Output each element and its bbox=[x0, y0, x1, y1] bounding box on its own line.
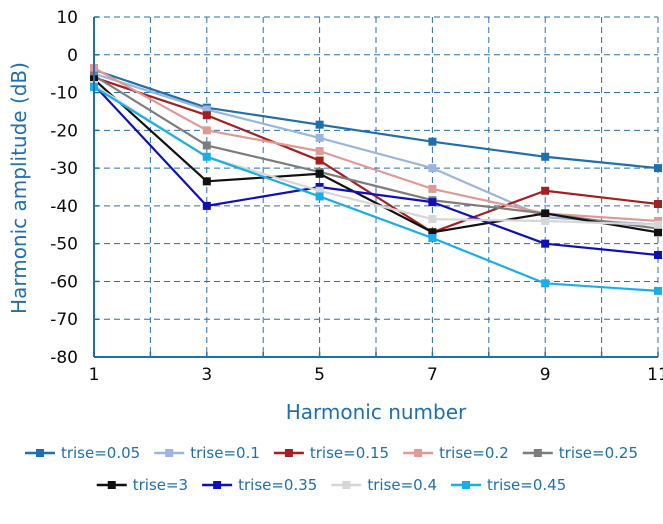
data-point bbox=[654, 164, 662, 173]
data-point bbox=[428, 137, 437, 146]
y-tick-label: -20 bbox=[50, 121, 78, 141]
legend-item-trise=0.2: trise=0.2 bbox=[403, 444, 509, 462]
data-point bbox=[428, 198, 437, 207]
data-point bbox=[428, 184, 437, 193]
x-tick-label: 3 bbox=[201, 365, 212, 385]
data-point bbox=[428, 228, 437, 237]
data-point bbox=[315, 120, 324, 129]
legend-marker bbox=[533, 449, 542, 457]
series-line bbox=[93, 67, 659, 223]
data-point bbox=[541, 279, 550, 288]
data-point bbox=[654, 251, 662, 259]
data-point bbox=[202, 201, 211, 210]
data-point bbox=[202, 111, 211, 120]
legend-item-trise=0.15: trise=0.15 bbox=[273, 444, 389, 462]
legend-label: trise=0.35 bbox=[238, 476, 317, 494]
data-point bbox=[428, 215, 437, 224]
data-point bbox=[541, 209, 550, 218]
x-axis-title: Harmonic number bbox=[286, 400, 467, 424]
data-point bbox=[654, 200, 662, 208]
legend-marker bbox=[165, 449, 174, 457]
series-layer bbox=[90, 64, 662, 295]
series-line bbox=[93, 76, 659, 234]
data-point bbox=[315, 169, 324, 178]
legend-item-trise=0.05: trise=0.05 bbox=[24, 444, 140, 462]
data-point bbox=[315, 147, 324, 156]
series-line bbox=[93, 68, 659, 170]
y-tick-label: -60 bbox=[50, 272, 78, 292]
data-point bbox=[654, 228, 662, 237]
data-point bbox=[541, 186, 550, 195]
legend-label: trise=0.25 bbox=[559, 444, 638, 462]
data-point bbox=[315, 133, 324, 142]
data-point bbox=[428, 164, 437, 173]
x-tick-label: 11 bbox=[647, 365, 663, 385]
x-tick-label: 9 bbox=[540, 365, 551, 385]
data-point bbox=[654, 220, 662, 229]
data-point bbox=[202, 105, 211, 114]
data-point bbox=[315, 186, 324, 195]
legend: trise=0.05 trise=0.1 trise=0.15 trise=0.2 tr… bbox=[24, 444, 638, 494]
y-tick-label: -70 bbox=[50, 310, 78, 330]
legend-marker bbox=[414, 449, 423, 457]
series-line bbox=[93, 72, 659, 226]
x-tick-label: 5 bbox=[314, 365, 325, 385]
legend-label: trise=0.45 bbox=[487, 476, 566, 494]
legend-label: trise=0.15 bbox=[310, 444, 389, 462]
data-point bbox=[202, 126, 211, 135]
data-point bbox=[202, 177, 211, 186]
legend-marker bbox=[462, 481, 471, 489]
legend-label: trise=0.4 bbox=[367, 476, 437, 494]
axes: 1 3 5 7 9 11 10 0 -10 -20 -30 -40 -50 -60 -70 -80 bbox=[50, 8, 663, 385]
legend-marker bbox=[213, 481, 222, 489]
legend-marker bbox=[107, 481, 116, 489]
y-tick-label: 10 bbox=[56, 8, 78, 28]
y-tick-label: -50 bbox=[50, 235, 78, 255]
legend-item-trise=0.4: trise=0.4 bbox=[331, 476, 437, 494]
legend-item-trise=0.45: trise=0.45 bbox=[451, 476, 566, 494]
series-line bbox=[93, 78, 659, 234]
x-tick-label: 7 bbox=[427, 365, 438, 385]
legend-marker bbox=[35, 449, 44, 457]
legend-marker bbox=[342, 481, 351, 489]
data-point bbox=[315, 192, 324, 201]
legend-label: trise=3 bbox=[133, 476, 188, 494]
data-point bbox=[428, 234, 437, 242]
data-point bbox=[541, 217, 550, 225]
legend-item-trise=0.1: trise=0.1 bbox=[154, 444, 260, 462]
data-point bbox=[541, 239, 550, 248]
y-tick-label: -80 bbox=[50, 348, 78, 368]
x-tick-label: 1 bbox=[89, 365, 100, 385]
data-point bbox=[541, 152, 550, 161]
legend-label: trise=0.1 bbox=[190, 444, 260, 462]
y-tick-label: -10 bbox=[50, 84, 78, 104]
data-point bbox=[202, 152, 211, 161]
y-tick-label: 0 bbox=[67, 46, 78, 66]
y-tick-label: -40 bbox=[50, 197, 78, 217]
data-point bbox=[654, 286, 662, 295]
series-line bbox=[93, 84, 659, 257]
series-line bbox=[93, 85, 659, 292]
legend-item-trise=0.25: trise=0.25 bbox=[522, 444, 638, 462]
data-point bbox=[315, 156, 324, 165]
data-point bbox=[202, 141, 211, 150]
legend-label: trise=0.2 bbox=[439, 444, 509, 462]
legend-item-trise=0.35: trise=0.35 bbox=[202, 476, 317, 494]
y-axis-title: Harmonic amplitude (dB) bbox=[7, 62, 31, 314]
y-tick-label: -30 bbox=[50, 159, 78, 179]
legend-item-trise=3: trise=3 bbox=[96, 476, 188, 494]
legend-label: trise=0.05 bbox=[61, 444, 140, 462]
legend-marker bbox=[284, 449, 293, 457]
